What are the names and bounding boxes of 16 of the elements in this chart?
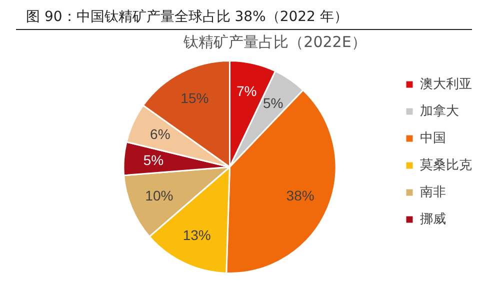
caption: 图 90：中国钛精矿产量全球占比 38%（2022 年） (16, 8, 472, 30)
data-label: 13% (182, 226, 211, 243)
legend-label: 南非 (420, 184, 446, 200)
data-label: 6% (150, 126, 170, 142)
data-label: 5% (263, 94, 284, 111)
data-label: 10% (145, 187, 174, 204)
data-label: 5% (143, 152, 164, 168)
data-label: 7% (236, 83, 257, 100)
legend-label: 中国 (420, 130, 446, 146)
data-label: 15% (180, 90, 209, 106)
legend-label: 澳大利亚 (420, 76, 472, 92)
legend-label: 加拿大 (420, 104, 459, 119)
legend-label: 挪威 (420, 212, 446, 227)
chart-title: 钛精矿产量占比（2022E） (182, 32, 366, 51)
data-label: 38% (286, 187, 314, 204)
legend-label: 莫桑比克 (420, 158, 472, 173)
